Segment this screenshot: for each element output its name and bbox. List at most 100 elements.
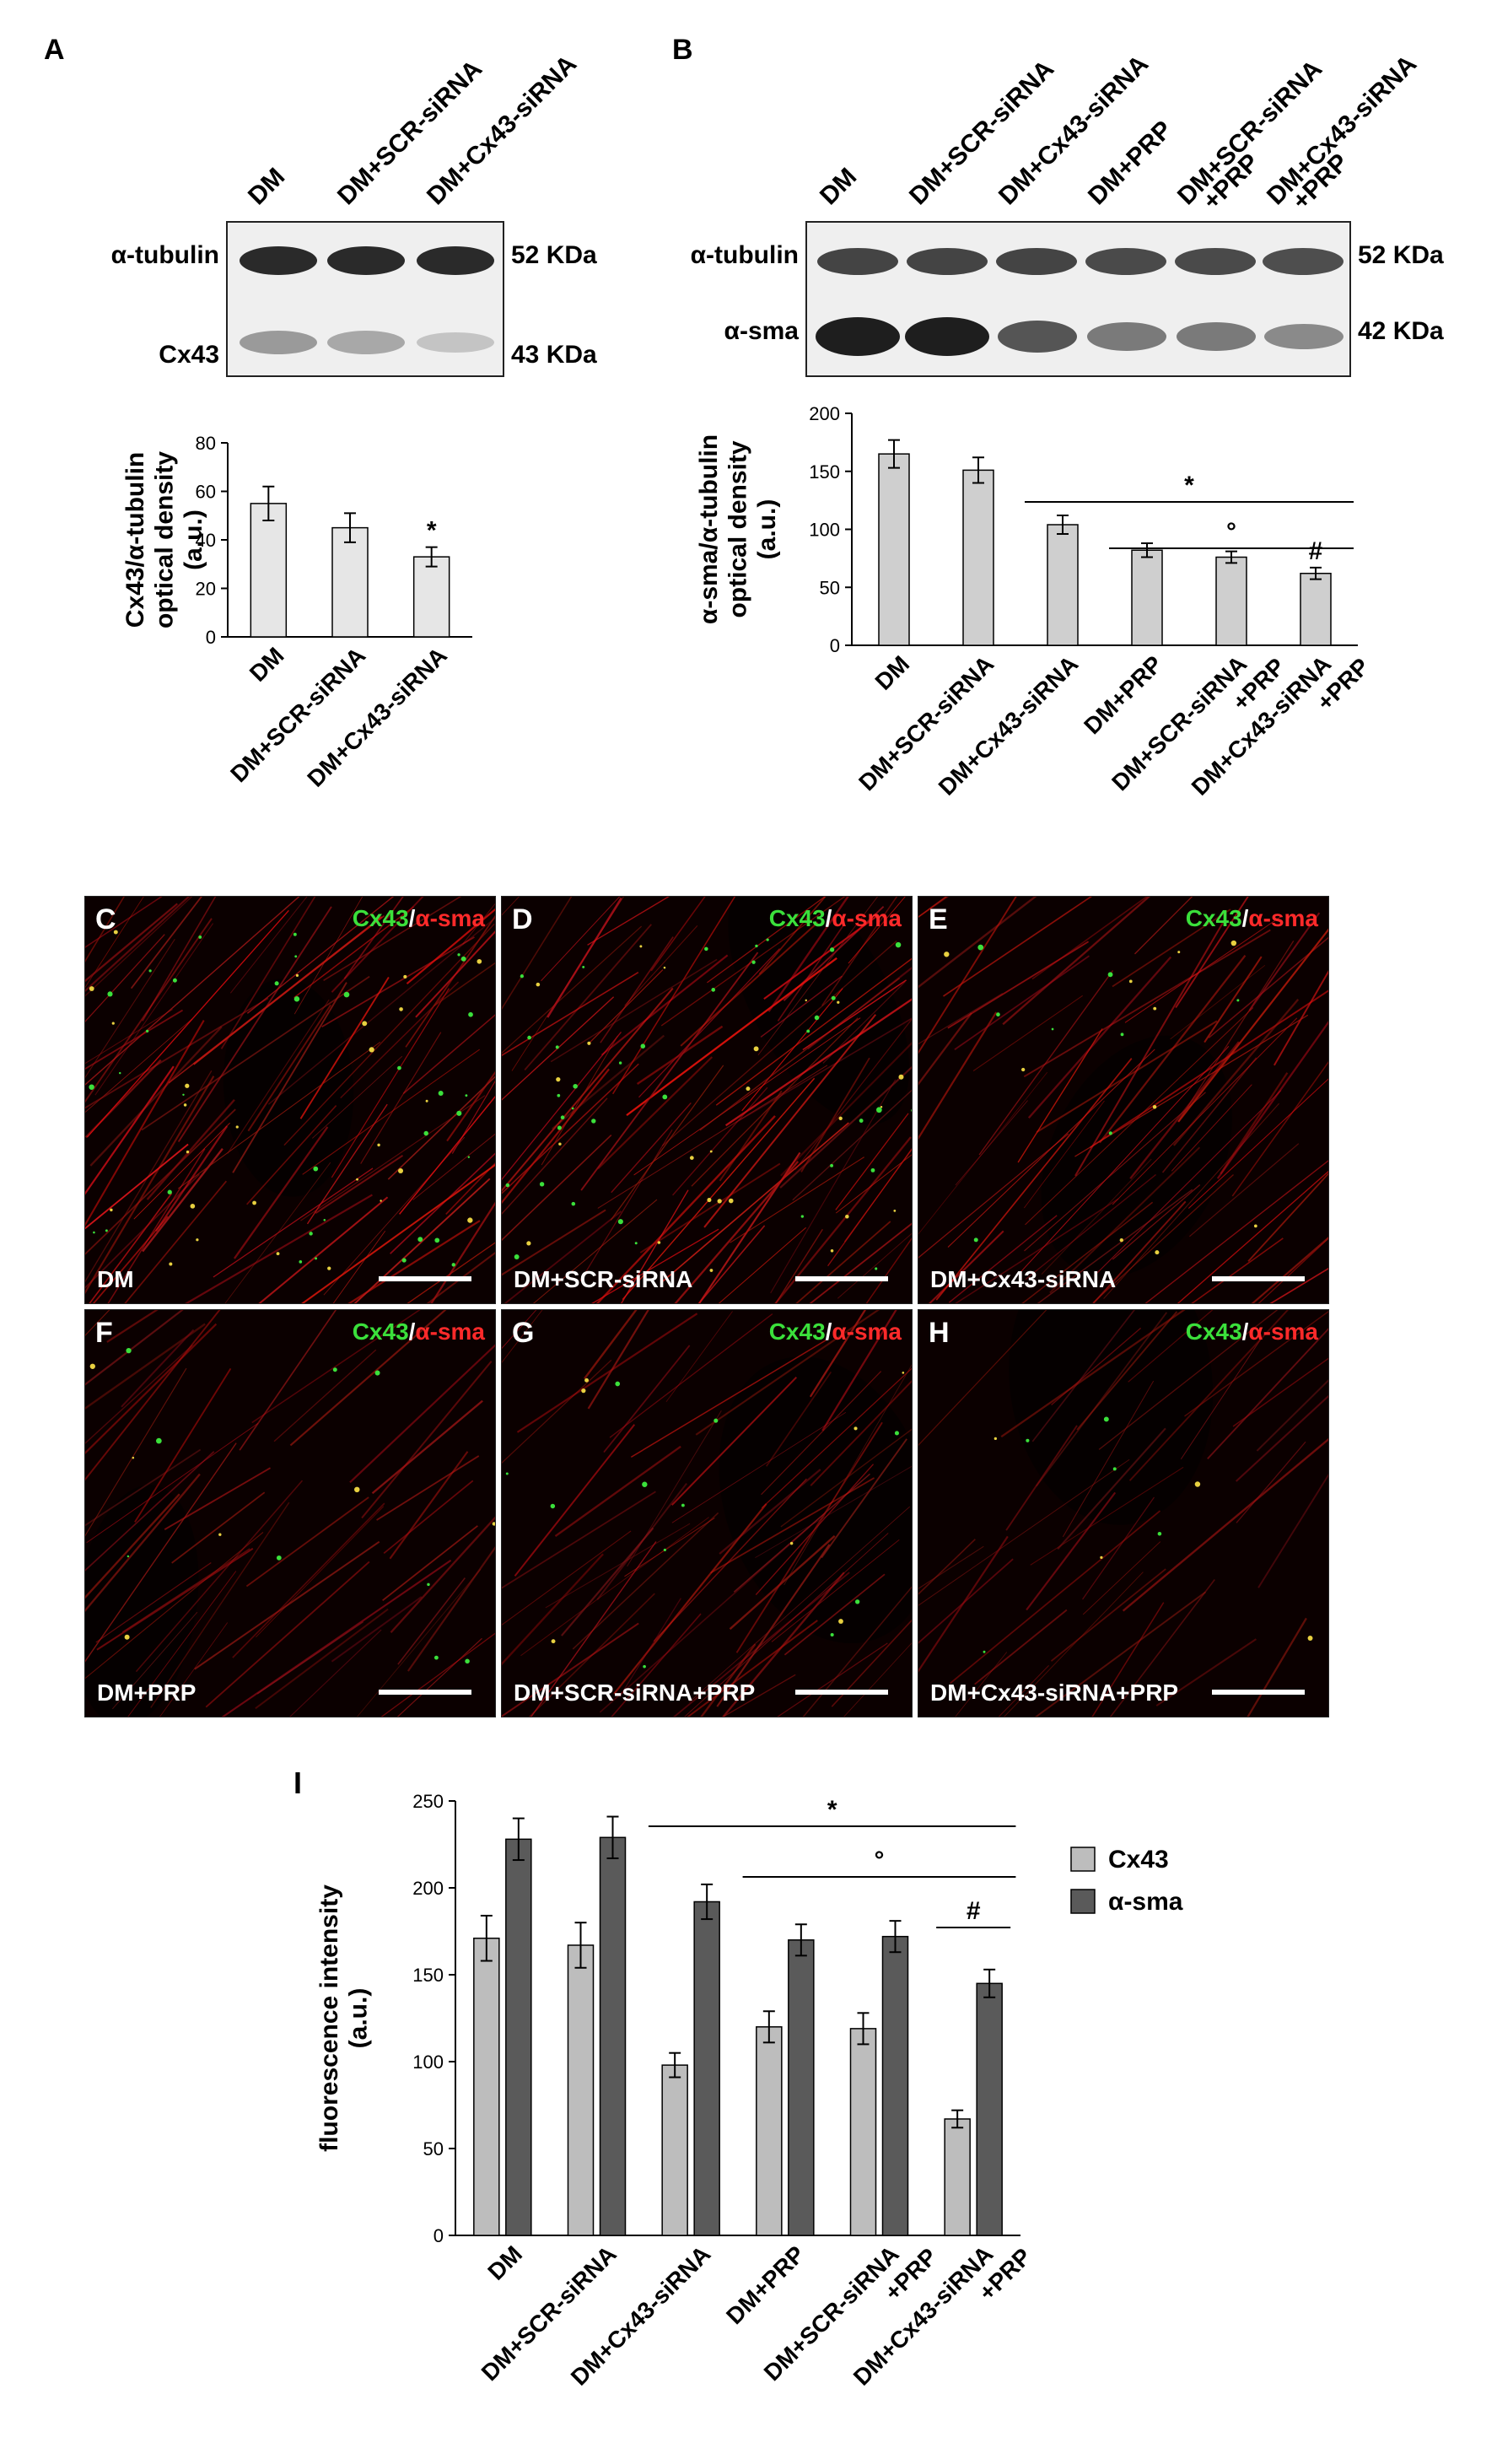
- actin-fiber: [638, 948, 780, 1098]
- cx43-puncta: [838, 1619, 843, 1624]
- cx43-puncta: [1177, 951, 1181, 954]
- actin-fiber: [516, 1313, 698, 1433]
- actin-fiber: [371, 1399, 483, 1495]
- actin-fiber: [289, 1629, 382, 1717]
- cx43-puncta: [423, 1130, 428, 1136]
- actin-fiber: [399, 1095, 495, 1215]
- actin-fiber: [1074, 922, 1224, 1177]
- bar: [849, 2028, 877, 2236]
- cx43-puncta: [425, 1099, 428, 1103]
- actin-fiber: [687, 1620, 818, 1717]
- actin-fiber: [246, 1105, 337, 1205]
- cx43-puncta: [711, 988, 716, 992]
- actin-fiber: [730, 1157, 864, 1243]
- actin-fiber: [584, 1310, 638, 1380]
- cx43-puncta: [591, 1119, 596, 1124]
- cx43-puncta: [681, 1503, 685, 1507]
- micrograph-stain-label: Cx43/α-sma: [353, 905, 485, 932]
- micrograph-g: G Cx43/α-sma DM+SCR-siRNA+PRP: [501, 1309, 913, 1717]
- actin-fiber: [1019, 1046, 1230, 1274]
- chart-b: α-sma/α-tubulinoptical density(a.u.) 0 50 1…: [695, 403, 1374, 801]
- actin-fiber: [794, 1018, 912, 1170]
- actin-fiber: [1177, 1170, 1328, 1303]
- blot-band: [1264, 324, 1344, 349]
- actin-fiber: [289, 1310, 447, 1447]
- svg-text:DM+Cx43-siRNA: DM+Cx43-siRNA: [302, 642, 452, 792]
- micrograph-condition-label: DM+PRP: [97, 1680, 197, 1706]
- x-tick-label: DM: [482, 2240, 527, 2285]
- actin-fiber: [85, 1310, 110, 1336]
- actin-fiber: [1027, 956, 1172, 1119]
- panel-letter-g: G: [512, 1317, 535, 1349]
- stain-label-cx43: Cx43: [352, 1318, 409, 1345]
- actin-fiber: [848, 897, 906, 964]
- cx43-puncta: [854, 1599, 860, 1604]
- chart-i: fluorescence intensity(a.u.) 0 50 100 150 200…: [293, 1766, 1183, 2391]
- cx43-puncta: [111, 1022, 115, 1025]
- blot-b-size-52: 52 KDa: [1358, 241, 1444, 269]
- cx43-puncta: [1153, 1006, 1157, 1011]
- bar: [756, 2026, 783, 2236]
- actin-fiber: [757, 897, 878, 1055]
- actin-fiber: [85, 1310, 221, 1481]
- actin-fiber: [502, 971, 639, 1056]
- actin-fiber: [503, 1210, 622, 1303]
- actin-fiber: [572, 1512, 719, 1650]
- actin-fiber: [107, 1148, 206, 1303]
- cx43-puncta: [536, 982, 541, 987]
- svg-text:DM+PRP: DM+PRP: [1079, 650, 1167, 739]
- actin-fiber: [85, 1065, 175, 1195]
- cx43-puncta: [127, 1555, 130, 1558]
- actin-fiber: [1091, 1602, 1165, 1717]
- actin-fiber: [106, 1310, 159, 1343]
- cx43-puncta: [1103, 1416, 1109, 1422]
- cx43-puncta: [185, 1083, 190, 1088]
- actin-fiber: [780, 1428, 912, 1528]
- actin-fiber: [1112, 1184, 1201, 1260]
- stain-label-cx43: Cx43: [768, 1318, 826, 1345]
- actin-fiber: [777, 1642, 888, 1717]
- cx43-puncta: [944, 952, 950, 957]
- stain-label-separator: /: [1241, 1318, 1249, 1345]
- stain-label-sma: α-sma: [1248, 905, 1318, 931]
- background-region: [223, 978, 354, 1197]
- actin-fiber: [795, 1221, 891, 1303]
- cx43-puncta: [845, 1214, 849, 1219]
- actin-fiber: [85, 897, 193, 997]
- cx43-puncta: [465, 1094, 468, 1097]
- cx43-puncta: [805, 999, 807, 1002]
- actin-fiber: [671, 1376, 798, 1506]
- actin-fiber: [636, 1025, 724, 1085]
- cx43-puncta: [377, 1143, 380, 1147]
- actin-fiber: [382, 1525, 478, 1602]
- actin-fiber: [1037, 1189, 1193, 1303]
- cx43-puncta: [274, 981, 279, 986]
- actin-fiber: [232, 982, 347, 1173]
- actin-fiber: [380, 1632, 495, 1717]
- cx43-puncta: [299, 1260, 303, 1264]
- cx43-puncta: [898, 1074, 904, 1080]
- cx43-puncta: [643, 1664, 646, 1669]
- actin-fiber: [89, 1026, 223, 1167]
- actin-fiber: [545, 1523, 691, 1609]
- blot-band: [327, 331, 405, 354]
- actin-fiber: [610, 1065, 724, 1221]
- cx43-puncta: [1253, 1224, 1257, 1228]
- stain-label-cx43: Cx43: [768, 905, 826, 931]
- cx43-puncta: [870, 1167, 875, 1173]
- actin-fiber: [1024, 1100, 1105, 1209]
- cx43-puncta: [875, 1107, 882, 1113]
- actin-fiber: [624, 925, 698, 1006]
- actin-fiber: [599, 1512, 827, 1713]
- y-axis-label: fluorescence intensity(a.u.): [315, 1884, 373, 2152]
- actin-fiber: [85, 997, 269, 1109]
- actin-fiber: [229, 897, 308, 994]
- actin-fiber: [220, 897, 316, 1049]
- actin-fiber: [1144, 1160, 1328, 1303]
- y-tick-label: 60: [196, 482, 216, 503]
- cx43-puncta: [755, 944, 758, 948]
- actin-fiber: [407, 1242, 495, 1303]
- micrograph-condition-label: DM+Cx43-siRNA+PRP: [930, 1680, 1179, 1706]
- actin-fiber: [715, 957, 912, 1106]
- actin-fiber: [376, 1455, 480, 1521]
